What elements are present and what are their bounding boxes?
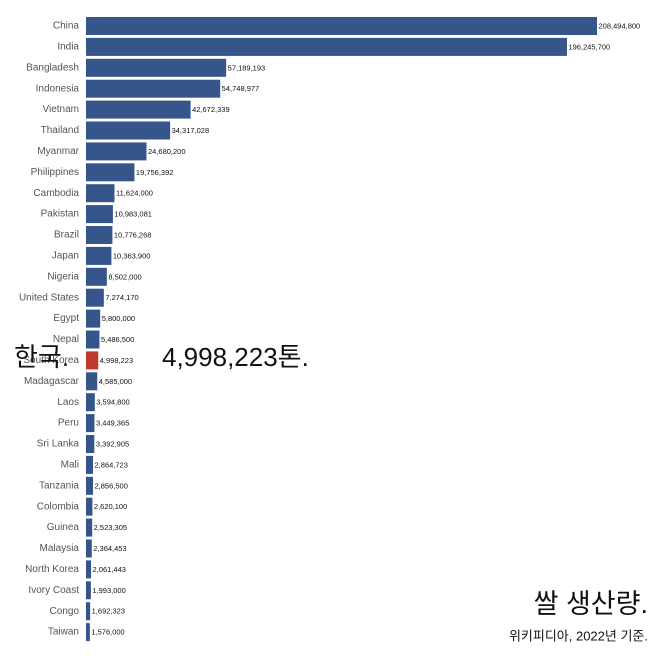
bar (86, 184, 115, 203)
bar (86, 351, 99, 370)
value-label: 1,993,000 (92, 586, 125, 595)
category-label: Thailand (41, 125, 79, 136)
bar (86, 226, 113, 244)
annotation: 한국. (14, 342, 69, 372)
bar (86, 267, 107, 286)
value-label: 3,594,800 (96, 398, 129, 407)
value-label: 3,392,905 (96, 439, 129, 448)
category-label: Ivory Coast (28, 585, 79, 596)
category-label: Laos (57, 397, 79, 408)
value-label: 54,748,977 (222, 84, 260, 93)
bar (86, 539, 92, 558)
annotation: 4,998,223톤. (162, 342, 309, 372)
value-label: 2,620,100 (94, 502, 127, 511)
category-label: North Korea (25, 564, 79, 575)
bar (86, 581, 91, 600)
value-label: 2,061,443 (93, 565, 126, 574)
category-label: Peru (58, 418, 79, 429)
category-label: Mali (61, 460, 79, 471)
category-label: Taiwan (48, 627, 79, 638)
category-label: Sri Lanka (37, 439, 80, 450)
bar (86, 623, 90, 642)
value-label: 2,364,453 (93, 544, 126, 553)
bar (86, 17, 597, 35)
category-label: Colombia (37, 501, 80, 512)
bar (86, 455, 94, 474)
value-label: 2,864,723 (95, 460, 128, 469)
value-label: 7,274,170 (105, 293, 138, 302)
category-label: Bangladesh (26, 62, 79, 73)
value-label: 8,502,000 (108, 272, 141, 281)
value-label: 2,523,305 (94, 523, 127, 532)
value-label: 34,317,028 (172, 126, 210, 135)
category-label: Madagascar (24, 376, 80, 387)
bar (86, 58, 227, 77)
bar (86, 393, 95, 412)
value-label: 24,680,200 (148, 147, 186, 156)
bar (86, 330, 100, 349)
category-label: India (57, 42, 79, 53)
bar (86, 142, 147, 161)
category-label: Pakistan (41, 209, 79, 220)
bar (86, 37, 567, 56)
bar (86, 476, 94, 495)
value-label: 1,692,323 (92, 607, 125, 616)
bar (86, 435, 95, 453)
bar (86, 602, 91, 621)
value-label: 4,585,000 (99, 377, 132, 386)
value-label: 208,494,800 (599, 21, 641, 30)
value-label: 57,189,193 (228, 63, 266, 72)
category-label: Philippines (31, 167, 79, 178)
category-label: Brazil (54, 230, 79, 241)
category-label: Malaysia (40, 543, 80, 554)
bar (86, 309, 101, 328)
value-label: 2,856,500 (95, 481, 128, 490)
bar (86, 372, 98, 391)
value-label: 10,363,900 (113, 251, 151, 260)
bar (86, 100, 191, 119)
value-label: 3,449,365 (96, 419, 129, 428)
bar (86, 288, 104, 307)
category-label: United States (19, 292, 79, 303)
category-label: Vietnam (42, 104, 79, 115)
value-label: 196,245,700 (568, 42, 610, 51)
value-label: 4,998,223 (100, 356, 133, 365)
bar (86, 205, 113, 224)
bar (86, 79, 221, 98)
bar (86, 246, 112, 265)
value-label: 5,486,500 (101, 335, 134, 344)
value-label: 11,624,000 (116, 189, 153, 198)
bar (86, 497, 93, 516)
bar (86, 414, 95, 433)
bar (86, 163, 135, 182)
category-label: Egypt (53, 313, 79, 324)
category-label: South Korea (23, 355, 79, 366)
category-label: Tanzania (39, 480, 79, 491)
category-label: Nigeria (47, 271, 79, 282)
value-label: 10,776,268 (114, 230, 152, 239)
category-label: Japan (52, 251, 79, 262)
category-label: Nepal (53, 334, 79, 345)
category-label: China (53, 21, 80, 32)
category-label: Myanmar (37, 146, 79, 157)
annotation: 쌀 생산량. (534, 589, 648, 619)
value-label: 10,983,081 (114, 210, 152, 219)
value-label: 19,756,392 (136, 168, 174, 177)
category-label: Indonesia (36, 83, 80, 94)
category-label: Congo (50, 606, 80, 617)
value-label: 42,672,339 (192, 105, 230, 114)
category-label: Guinea (47, 522, 80, 533)
bar (86, 518, 93, 537)
annotation: 위키피디아, 2022년 기준. (509, 628, 648, 643)
value-label: 1,576,000 (91, 628, 124, 637)
category-label: Cambodia (33, 188, 79, 199)
value-label: 5,800,000 (102, 314, 135, 323)
bar (86, 121, 171, 140)
bar (86, 560, 92, 579)
